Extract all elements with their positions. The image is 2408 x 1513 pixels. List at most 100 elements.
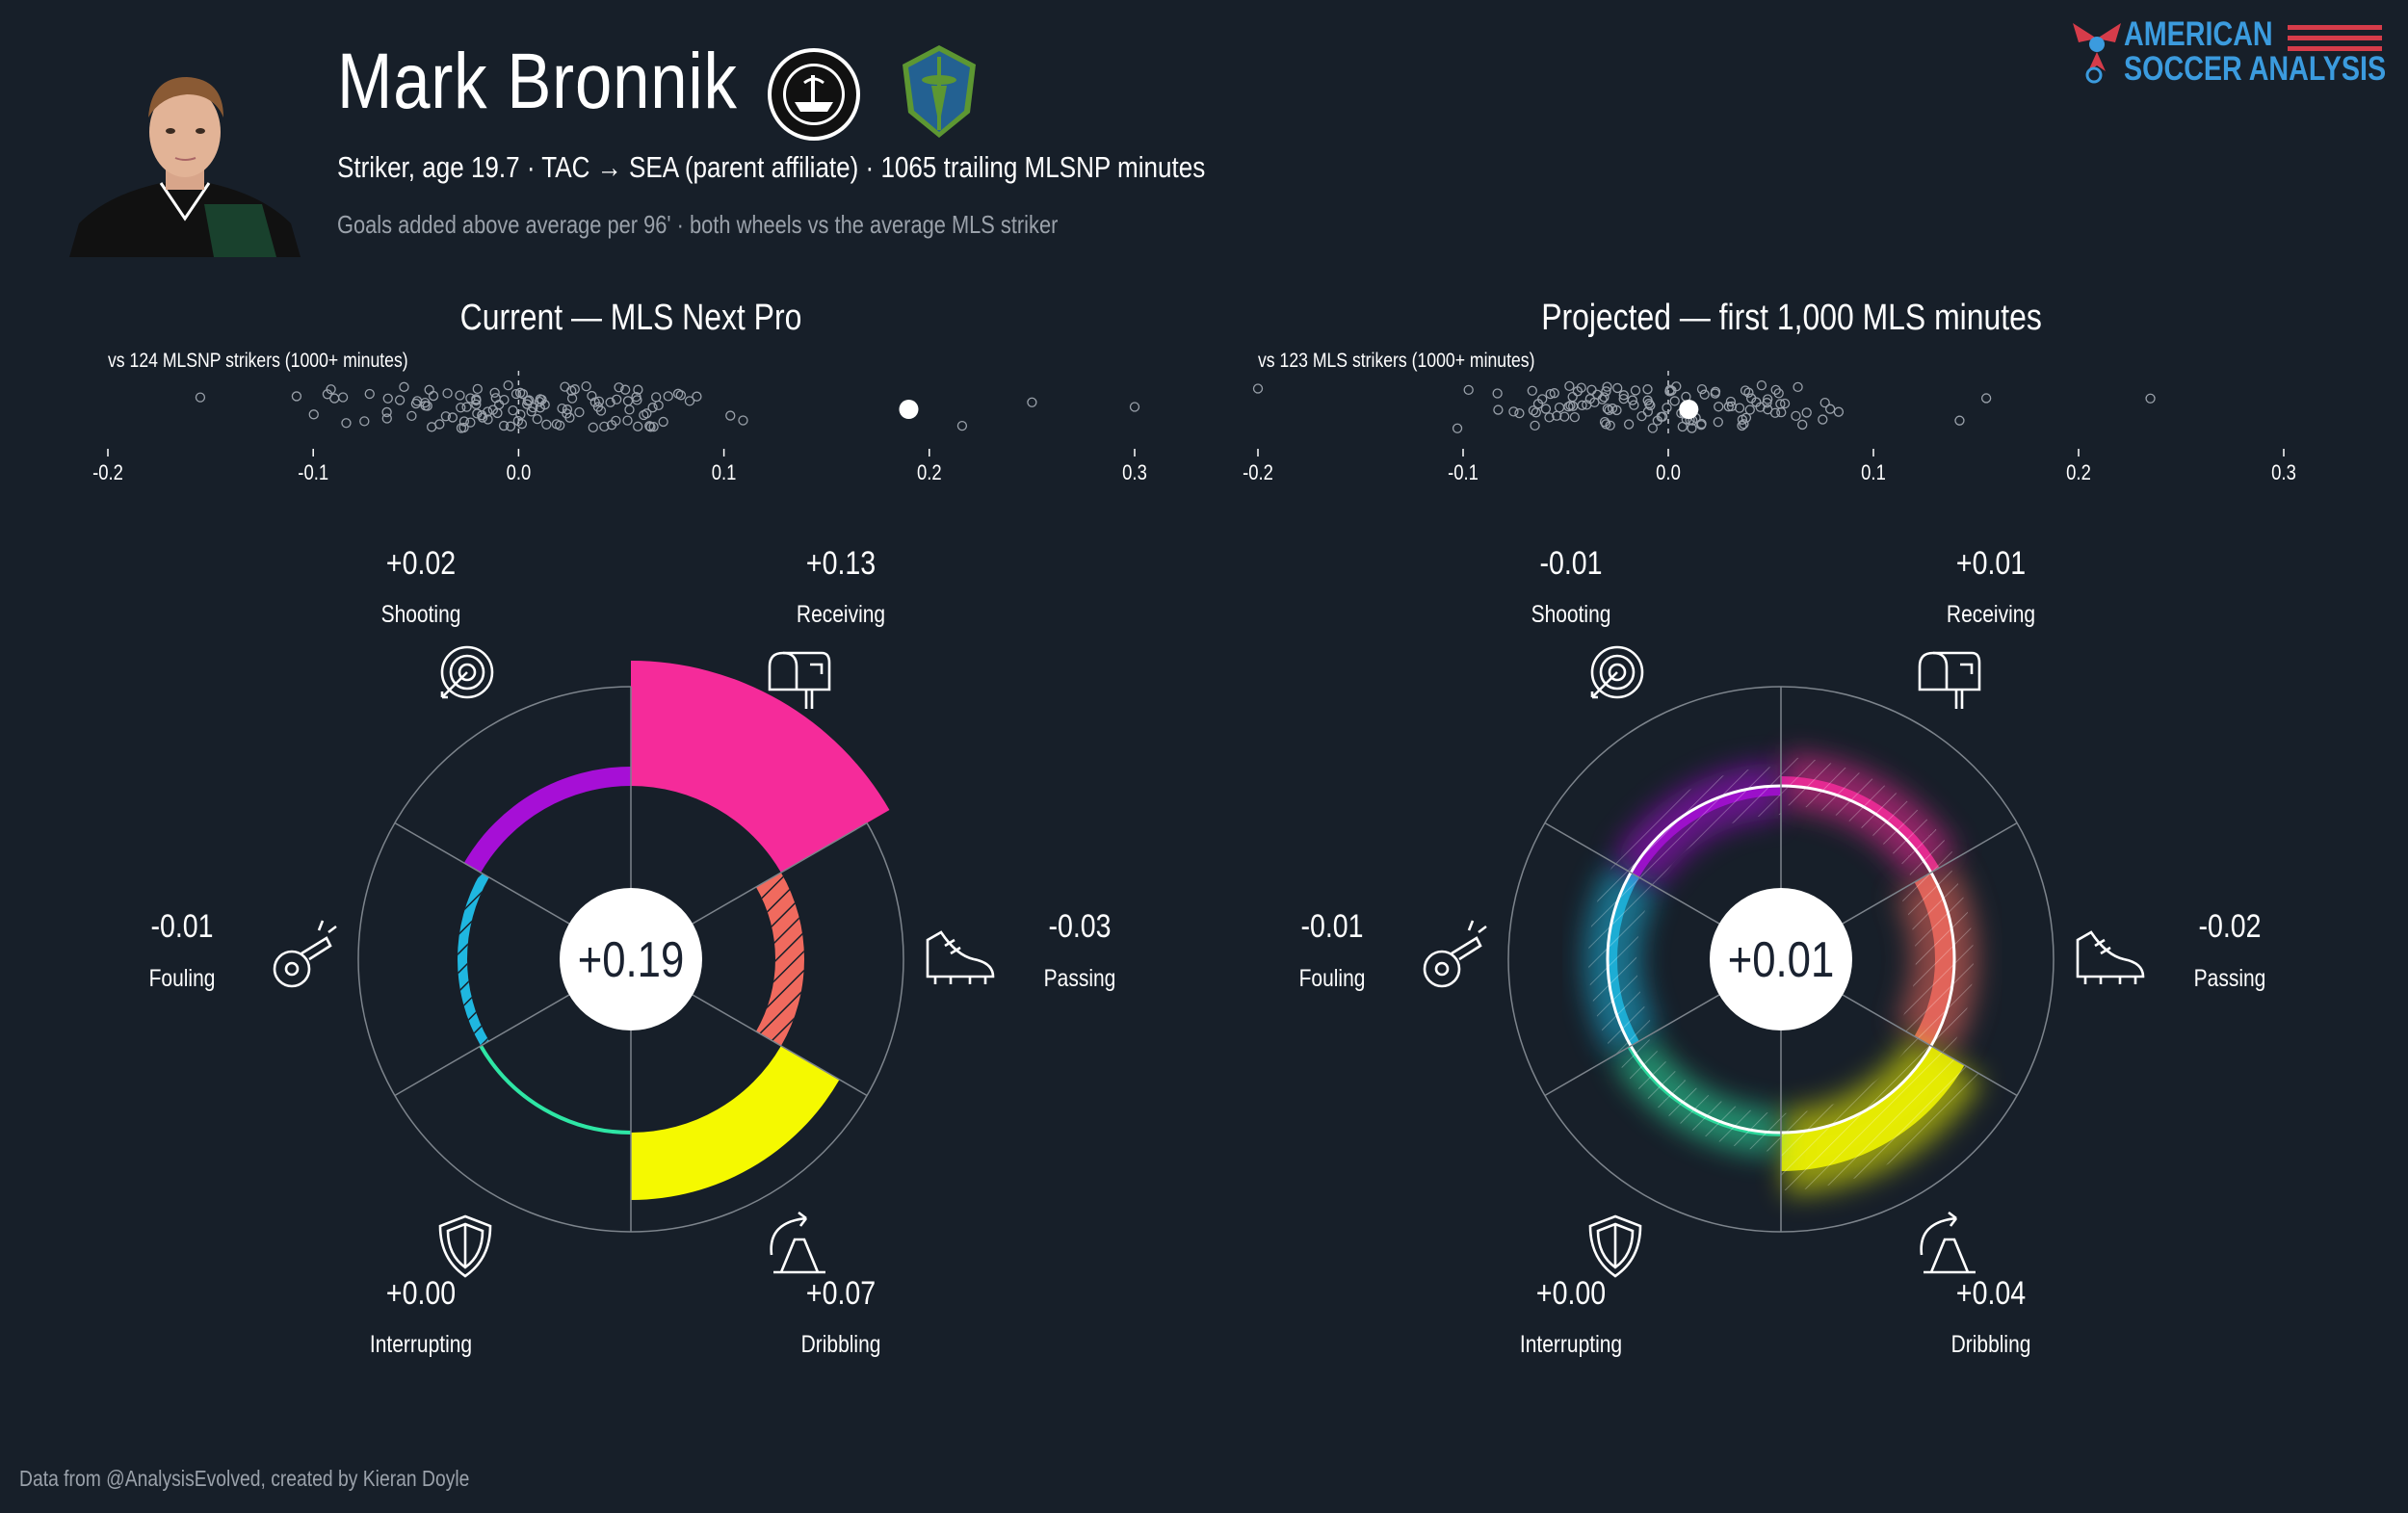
strip-point — [1602, 381, 1612, 392]
category-label-fouling: Fouling — [1299, 964, 1366, 991]
category-label-receiving: Receiving — [1947, 600, 2035, 627]
strip-point — [1696, 383, 1708, 395]
cone-icon — [770, 1211, 825, 1274]
strip-point — [1714, 402, 1724, 412]
strip-point — [606, 420, 617, 430]
strip-point — [648, 421, 659, 432]
cone-icon — [1920, 1211, 1976, 1274]
tick-label: -0.1 — [298, 462, 328, 485]
strip-point — [382, 393, 393, 404]
strip-point — [1779, 398, 1791, 409]
strip-point — [1612, 382, 1623, 394]
whistle-hole — [284, 961, 300, 977]
cleat-studs — [2083, 938, 2137, 984]
segment-shooting — [463, 767, 631, 873]
mailbox-door — [1932, 651, 1949, 690]
strip-label: vs 123 MLS strikers (1000+ minutes) — [1258, 350, 1534, 373]
strip-point — [341, 418, 352, 429]
cleat-body — [2076, 930, 2145, 978]
strip-point — [1599, 416, 1610, 428]
strip-point — [326, 384, 336, 395]
strip-point — [1762, 398, 1772, 408]
strip-point — [455, 390, 465, 401]
strip-point — [599, 421, 610, 432]
cleat-studs — [933, 938, 987, 984]
tick-label: 0.1 — [1861, 462, 1886, 485]
strip-point — [1629, 400, 1639, 410]
strip-point — [1725, 396, 1737, 407]
mailbox-body — [1918, 651, 1981, 691]
strip-point — [1618, 393, 1629, 404]
category-label-passing: Passing — [2194, 964, 2266, 991]
strip-point — [1793, 381, 1803, 393]
strip-label: vs 124 MLSNP strikers (1000+ minutes) — [108, 350, 408, 373]
strip-point — [498, 420, 510, 431]
player-name: Mark Bronnik — [337, 38, 738, 125]
category-label-passing: Passing — [1044, 964, 1116, 991]
category-label-dribbling: Dribbling — [1951, 1330, 2031, 1357]
strip-point — [647, 403, 658, 413]
strip-point — [381, 413, 392, 424]
strip-point — [555, 420, 565, 430]
strip-point — [1601, 419, 1611, 430]
strip-point — [1601, 386, 1611, 397]
shield-icon — [1588, 1214, 1642, 1278]
cone-arrow — [770, 1211, 808, 1256]
strip-point — [1531, 407, 1541, 418]
strip-point — [1567, 391, 1578, 403]
strip-point — [534, 397, 545, 407]
strip-point — [624, 404, 635, 415]
player-photo — [69, 60, 301, 257]
strip-point — [1636, 411, 1647, 422]
strip-point — [364, 388, 375, 400]
strip-point — [517, 388, 529, 400]
strip-point — [1647, 423, 1658, 433]
strip-highlight-point — [1679, 400, 1699, 419]
mailbox-icon — [1918, 651, 1981, 709]
strip-point — [456, 403, 466, 413]
strip-point — [291, 391, 302, 402]
strip-point — [692, 391, 702, 402]
strip-point — [337, 392, 349, 403]
category-label-fouling: Fouling — [149, 964, 216, 991]
strip-point — [588, 422, 598, 432]
strip-point — [1592, 389, 1603, 400]
segment-texture — [1781, 1036, 1981, 1190]
strip-point — [461, 402, 472, 412]
shield-inner — [1596, 1222, 1635, 1269]
tick-label: 0.0 — [1656, 462, 1681, 485]
strip-point — [1825, 404, 1836, 414]
whistle-hole — [1434, 961, 1450, 977]
strip-point — [1576, 382, 1586, 393]
segment-texture — [1613, 767, 1781, 887]
cone-arrow — [1920, 1211, 1958, 1256]
strip-point — [465, 417, 476, 428]
category-label-shooting: Shooting — [1531, 600, 1611, 627]
tick-label: 0.3 — [2271, 462, 2296, 485]
value-label-shooting: -0.01 — [1539, 545, 1602, 582]
strip-point — [1769, 407, 1781, 418]
strip-point — [1452, 423, 1463, 433]
strip-point — [1129, 402, 1140, 412]
strip-point — [1980, 393, 1992, 404]
strip-point — [614, 382, 624, 393]
shield-inner — [446, 1222, 484, 1269]
strip-point — [1756, 379, 1767, 391]
whistle-ball — [273, 950, 311, 988]
value-label-dribbling: +0.04 — [1956, 1275, 2026, 1312]
strip-point — [1755, 402, 1766, 412]
category-label-interrupting: Interrupting — [1520, 1330, 1622, 1357]
target-ring-outer — [1590, 645, 1644, 699]
strip-point — [1643, 398, 1655, 409]
value-label-fouling: -0.01 — [1300, 908, 1363, 945]
strip-point — [508, 404, 518, 416]
strip-point — [1559, 411, 1570, 422]
value-label-fouling: -0.01 — [150, 908, 213, 945]
strip-point — [620, 384, 631, 395]
strip-point — [1527, 385, 1537, 396]
strip-point — [541, 419, 552, 430]
strip-point — [1544, 412, 1555, 423]
segment-hatch — [755, 873, 804, 1046]
strip-point — [515, 409, 526, 420]
strip-point — [633, 384, 643, 395]
